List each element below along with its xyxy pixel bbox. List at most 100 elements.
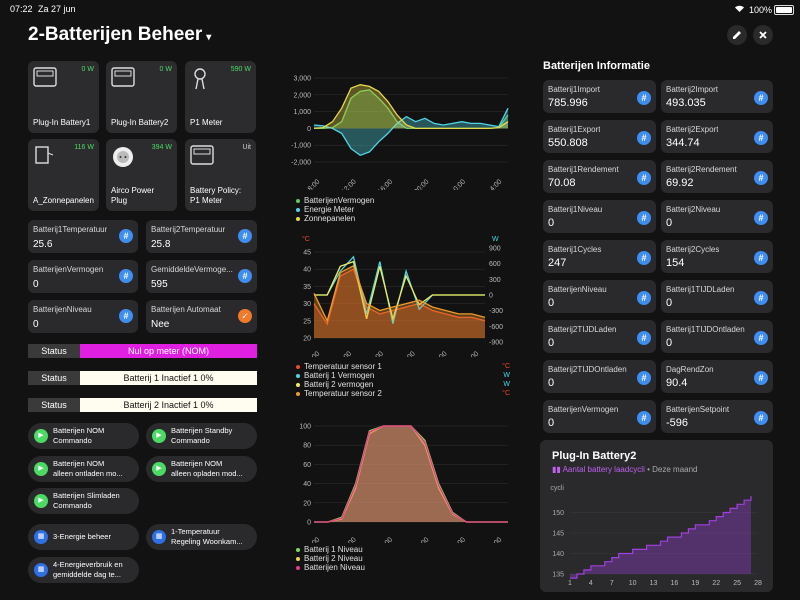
batterijen-standby-commando-button[interactable]: ▶ Batterijen Standby Commando: [146, 423, 257, 449]
tile-p1-meter[interactable]: 590 W P1 Meter: [185, 61, 256, 133]
batterijen-nom-opladen-button[interactable]: ▶ Batterijen NOM alleen opladen mod...: [146, 456, 257, 482]
card-value: 0: [666, 337, 673, 349]
close-button[interactable]: [753, 25, 773, 45]
status-label: Status: [28, 344, 80, 358]
battery-device-icon: [111, 67, 135, 92]
info-card[interactable]: BatterijenNiveau 0 #: [543, 280, 656, 313]
legend-item: Batterij 1 Niveau: [304, 545, 363, 554]
card-value: 0: [548, 417, 555, 429]
cycle-chart-card[interactable]: Plug-In Battery2 ▮▮ Aantal battery laadc…: [540, 440, 773, 592]
card-key: Batterij1Export: [548, 125, 601, 134]
cycle-line: [570, 496, 752, 579]
edit-button[interactable]: [727, 25, 747, 45]
info-card[interactable]: BatterijenVermogen 0 #: [543, 400, 656, 433]
hash-icon[interactable]: #: [637, 211, 651, 225]
card-value: 493.035: [666, 97, 706, 109]
dashboard-title-dropdown[interactable]: 2-Batterijen Beheer ▾: [28, 24, 211, 46]
info-card[interactable]: Batterij2TIJDOntladen 0 #: [543, 360, 656, 393]
y-axis-label: cycli: [550, 485, 564, 492]
clock: 07:22: [10, 4, 33, 14]
card-value: 785.996: [548, 97, 588, 109]
y-tick-label: 100: [299, 424, 311, 431]
nav-energie-beheer-button[interactable]: ▦ 3-Energie beheer: [28, 524, 139, 550]
info-card[interactable]: Batterij1Rendement 70.08 #: [543, 160, 656, 193]
info-card[interactable]: Batterij1Export 550.808 #: [543, 120, 656, 153]
card-batterijen-vermogen[interactable]: BatterijenVermogen 0 #: [28, 260, 138, 293]
nav-temperatuur-regeling-button[interactable]: ▦ 1-Temperatuur Regeling Woonkam...: [146, 524, 257, 550]
y-tick-label: 140: [552, 551, 564, 558]
card-batterij1-temperatuur[interactable]: Batterij1Temperatuur 25.6 #: [28, 220, 138, 253]
x-tick-label: 12:00: [340, 178, 357, 190]
hash-icon[interactable]: #: [754, 371, 768, 385]
card-batterijen-automaat[interactable]: Batterijen Automaat Nee ✓: [146, 300, 257, 333]
hash-icon[interactable]: #: [637, 171, 651, 185]
hash-icon[interactable]: #: [637, 251, 651, 265]
info-card[interactable]: Batterij1TIJDOntladen 0 #: [661, 320, 773, 353]
hash-icon[interactable]: #: [238, 229, 252, 243]
info-card[interactable]: Batterij1Cycles 247 #: [543, 240, 656, 273]
cycle-chart: cycli 150 145 140 135 1 4 7 10 13 16 19 22 25 28: [550, 485, 762, 587]
hash-icon[interactable]: #: [119, 309, 133, 323]
tile-plug-in-battery2[interactable]: 0 W Plug-In Battery2: [106, 61, 177, 133]
tile-battery-policy[interactable]: Uit Battery Policy: P1 Meter: [185, 139, 256, 211]
info-card[interactable]: Batterij2Import 493.035 #: [661, 80, 773, 113]
batterijen-nom-commando-button[interactable]: ▶ Batterijen NOM Commando: [28, 423, 139, 449]
tile-airco-power-plug[interactable]: 394 W Airco Power Plug: [106, 139, 177, 211]
hash-icon[interactable]: #: [754, 211, 768, 225]
info-card[interactable]: Batterij2Niveau 0 #: [661, 200, 773, 233]
hash-icon[interactable]: #: [119, 229, 133, 243]
tile-zonnepanelen[interactable]: 116 W A_Zonnepanelen: [28, 139, 99, 211]
card-batterijen-niveau[interactable]: BatterijenNiveau 0 #: [28, 300, 138, 333]
legend-unit: W: [503, 381, 510, 388]
hash-icon[interactable]: #: [754, 411, 768, 425]
card-value: 90.4: [666, 377, 688, 389]
pill-label: 1-Temperatuur Regeling Woonkam...: [171, 527, 243, 546]
close-icon: [759, 31, 767, 39]
info-card[interactable]: Batterij2Cycles 154 #: [661, 240, 773, 273]
hash-icon[interactable]: #: [637, 371, 651, 385]
card-value: 247: [548, 257, 567, 269]
info-card[interactable]: Batterij2TIJDLaden 0 #: [543, 320, 656, 353]
info-card[interactable]: DagRendZon 90.4 #: [661, 360, 773, 393]
nav-energieverbruik-button[interactable]: ▦ 4-Energieverbruik en gemiddelde dag te…: [28, 557, 139, 583]
card-key: Batterij2TIJDLaden: [548, 325, 617, 334]
hash-icon[interactable]: #: [637, 91, 651, 105]
hash-icon[interactable]: #: [754, 251, 768, 265]
hash-icon[interactable]: #: [637, 411, 651, 425]
tile-plug-in-battery1[interactable]: 0 W Plug-In Battery1: [28, 61, 99, 133]
card-batterij2-temperatuur[interactable]: Batterij2Temperatuur 25.8 #: [146, 220, 257, 253]
hash-icon[interactable]: #: [637, 291, 651, 305]
battery-level-chart[interactable]: 100 80 60 40 20 0 8:00 12:00 16:00 20:00 0:00 4:00: [280, 418, 520, 543]
cycle-chart-title: Plug-In Battery2: [552, 450, 637, 462]
info-card[interactable]: Batterij2Rendement 69.92 #: [661, 160, 773, 193]
info-card[interactable]: BatterijenSetpoint -596 #: [661, 400, 773, 433]
check-icon[interactable]: ✓: [238, 309, 252, 323]
temperature-power-chart[interactable]: °C W 45 40 35 30 25 20 900 600 300 0 -300 -600 -900 8:0…: [280, 232, 520, 357]
hash-icon[interactable]: #: [637, 131, 651, 145]
y-tick-label: 20: [303, 500, 311, 507]
batterijen-slimladen-commando-button[interactable]: ▶ Batterijen Slimladen Commando: [28, 488, 139, 514]
info-card[interactable]: Batterij1Niveau 0 #: [543, 200, 656, 233]
card-value: 70.08: [548, 177, 576, 189]
play-icon: ▶: [34, 462, 48, 476]
x-tick-label: 4:00: [489, 178, 504, 190]
hash-icon[interactable]: #: [119, 269, 133, 283]
hash-icon[interactable]: #: [754, 131, 768, 145]
info-card[interactable]: Batterij2Export 344.74 #: [661, 120, 773, 153]
card-value: 595: [151, 279, 168, 290]
batterijen-nom-ontladen-button[interactable]: ▶ Batterijen NOM alleen ontladen mo...: [28, 456, 139, 482]
hash-icon[interactable]: #: [754, 331, 768, 345]
energy-chart[interactable]: 3,000 2,000 1,000 0 -1,000 -2,000 8:00 12:00 16:…: [280, 70, 520, 190]
info-card[interactable]: Batterij1TIJDLaden 0 #: [661, 280, 773, 313]
legend-item: Batterij 1 Vermogen: [304, 371, 375, 380]
y-tick-label-right: 900: [489, 246, 501, 253]
card-value: 69.92: [666, 177, 694, 189]
hash-icon[interactable]: #: [637, 331, 651, 345]
hash-icon[interactable]: #: [238, 269, 252, 283]
hash-icon[interactable]: #: [754, 171, 768, 185]
card-gemiddelde-vermogen[interactable]: GemiddeldeVermoge... 595 #: [146, 260, 257, 293]
hash-icon[interactable]: #: [754, 291, 768, 305]
status-value-batterij2: Batterij 2 Inactief 1 0%: [80, 398, 257, 412]
hash-icon[interactable]: #: [754, 91, 768, 105]
info-card[interactable]: Batterij1Import 785.996 #: [543, 80, 656, 113]
